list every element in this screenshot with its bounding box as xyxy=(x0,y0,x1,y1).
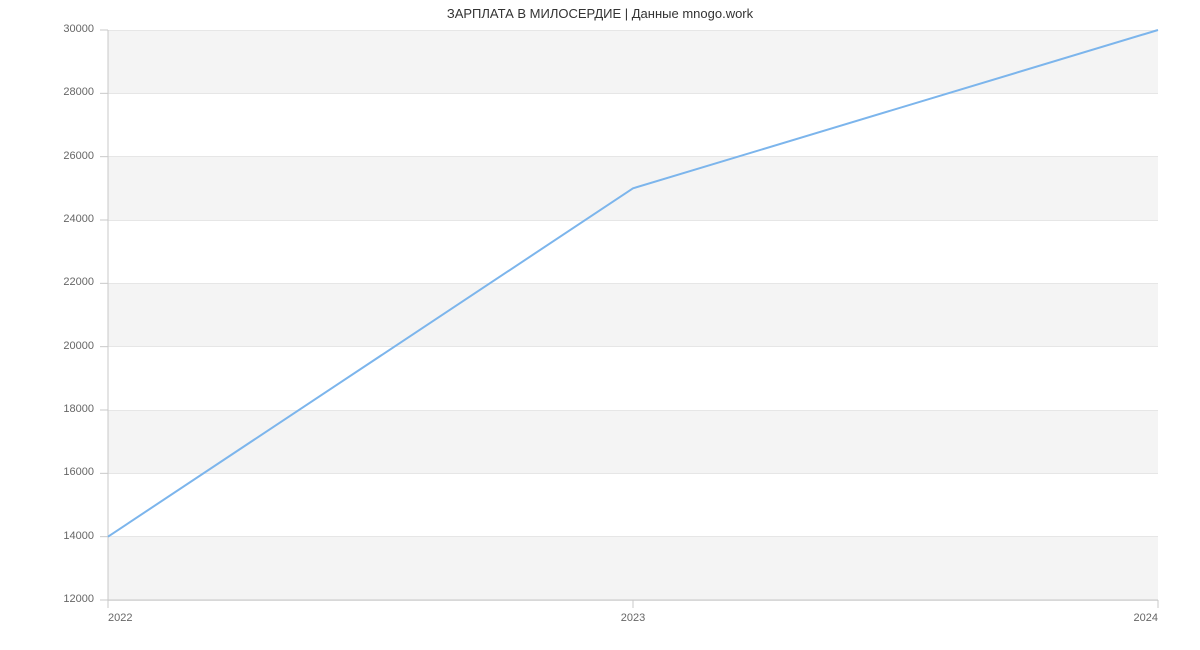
y-tick-label: 26000 xyxy=(0,150,94,162)
x-tick-label: 2023 xyxy=(593,612,673,624)
y-tick-label: 22000 xyxy=(0,276,94,288)
y-tick-label: 16000 xyxy=(0,466,94,478)
x-tick-label: 2024 xyxy=(1078,612,1158,624)
line-series xyxy=(108,30,1158,600)
y-tick-label: 30000 xyxy=(0,23,94,35)
y-tick-label: 12000 xyxy=(0,593,94,605)
y-tick-label: 18000 xyxy=(0,403,94,415)
y-tick-label: 14000 xyxy=(0,530,94,542)
chart-title: ЗАРПЛАТА В МИЛОСЕРДИЕ | Данные mnogo.wor… xyxy=(0,6,1200,21)
series-salary xyxy=(108,30,1158,537)
y-tick-label: 20000 xyxy=(0,340,94,352)
y-tick-label: 24000 xyxy=(0,213,94,225)
x-tick-label: 2022 xyxy=(108,612,188,624)
y-tick-label: 28000 xyxy=(0,86,94,98)
plot-area xyxy=(108,30,1158,600)
